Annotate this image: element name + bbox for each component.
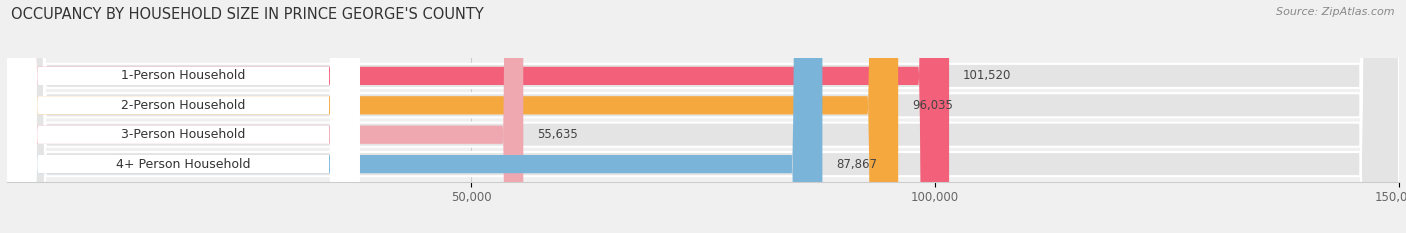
FancyBboxPatch shape [7, 0, 898, 233]
Text: 101,520: 101,520 [963, 69, 1011, 82]
Text: 1-Person Household: 1-Person Household [121, 69, 246, 82]
Text: 96,035: 96,035 [912, 99, 953, 112]
FancyBboxPatch shape [7, 0, 1399, 233]
FancyBboxPatch shape [7, 0, 360, 233]
FancyBboxPatch shape [7, 0, 1399, 233]
Text: OCCUPANCY BY HOUSEHOLD SIZE IN PRINCE GEORGE'S COUNTY: OCCUPANCY BY HOUSEHOLD SIZE IN PRINCE GE… [11, 7, 484, 22]
Text: 55,635: 55,635 [537, 128, 578, 141]
FancyBboxPatch shape [7, 0, 360, 233]
FancyBboxPatch shape [7, 0, 360, 233]
FancyBboxPatch shape [7, 0, 1399, 233]
FancyBboxPatch shape [7, 0, 823, 233]
FancyBboxPatch shape [7, 0, 523, 233]
FancyBboxPatch shape [7, 0, 360, 233]
FancyBboxPatch shape [7, 0, 1399, 233]
Text: Source: ZipAtlas.com: Source: ZipAtlas.com [1277, 7, 1395, 17]
FancyBboxPatch shape [7, 0, 949, 233]
Text: 3-Person Household: 3-Person Household [121, 128, 246, 141]
Text: 2-Person Household: 2-Person Household [121, 99, 246, 112]
Text: 4+ Person Household: 4+ Person Household [117, 158, 250, 171]
Text: 87,867: 87,867 [837, 158, 877, 171]
